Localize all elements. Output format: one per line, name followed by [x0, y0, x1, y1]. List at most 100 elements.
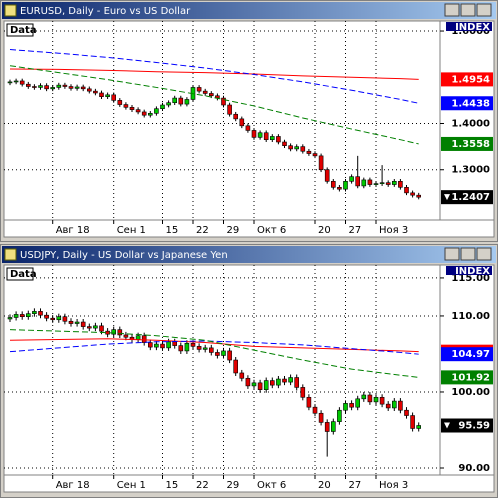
candle-body	[202, 347, 208, 350]
candle-body	[306, 150, 312, 154]
candle-body	[391, 181, 397, 185]
candle-body	[117, 100, 123, 105]
price-label: 101.92	[451, 372, 490, 383]
candle-body	[184, 99, 190, 105]
x-tick-label: 29	[227, 225, 240, 236]
candle-body	[93, 325, 98, 329]
candle-body	[416, 425, 422, 429]
candle-body	[404, 187, 409, 194]
candle-body	[135, 335, 141, 340]
window-button[interactable]	[476, 247, 492, 261]
candle-body	[245, 377, 251, 387]
window-button[interactable]	[460, 3, 476, 17]
candle-body	[111, 329, 116, 335]
window-button[interactable]	[476, 3, 492, 17]
candle-body	[19, 314, 25, 318]
candle-body	[373, 396, 379, 403]
candle-body	[294, 146, 300, 150]
candle-body	[245, 125, 251, 131]
candle-body	[330, 181, 336, 188]
window-icon	[4, 4, 17, 17]
candle-body	[148, 113, 153, 116]
window-button[interactable]	[444, 3, 460, 17]
x-tick-label: Окт 6	[257, 225, 286, 236]
candle-body	[324, 169, 330, 182]
candle-body	[44, 314, 49, 319]
candle-body	[385, 182, 391, 185]
x-tick-label: Сен 1	[117, 225, 146, 236]
x-tick-label: Авг 18	[56, 480, 90, 491]
candle-body	[166, 341, 171, 349]
candle-body	[50, 87, 56, 90]
candle-body	[385, 403, 391, 409]
candle-body	[19, 80, 25, 85]
candle-body	[318, 412, 324, 423]
candle-body	[251, 382, 257, 387]
candle-body	[349, 176, 354, 182]
candle-body	[276, 378, 281, 386]
title-bar	[2, 2, 496, 19]
candle-body	[398, 181, 403, 188]
candle-body	[123, 104, 129, 108]
candle-body	[221, 97, 226, 106]
candle-body	[288, 377, 293, 383]
window-button[interactable]	[460, 247, 476, 261]
candle-body	[269, 380, 275, 386]
candle-body	[68, 86, 74, 89]
candle-body	[239, 118, 245, 127]
x-tick-label: 22	[196, 225, 209, 236]
candle-body	[148, 342, 153, 348]
candle-body	[62, 316, 68, 322]
candle-body	[227, 350, 232, 361]
candle-body	[367, 394, 373, 403]
candle-body	[7, 317, 13, 320]
x-tick-label: 22	[196, 480, 209, 491]
title-bar	[2, 246, 496, 263]
candle-body	[337, 409, 342, 422]
candle-body	[111, 94, 116, 101]
index-label: INDEX	[455, 266, 490, 277]
price-label: 1.3558	[451, 139, 490, 150]
candle-body	[209, 93, 214, 97]
candle-body	[379, 182, 385, 184]
candle-body	[294, 377, 300, 388]
candle-body	[172, 341, 177, 346]
price-label: 1.2407	[451, 192, 490, 203]
candle-body	[7, 81, 13, 84]
candle-body	[190, 343, 196, 347]
candle-body	[269, 136, 275, 140]
plot-area	[3, 264, 441, 476]
moving-average	[9, 65, 419, 145]
x-tick-label: 15	[166, 480, 179, 491]
x-tick-label: 20	[318, 480, 331, 491]
window-icon	[4, 248, 17, 261]
candle-body	[361, 179, 367, 187]
candle-body	[355, 398, 361, 408]
y-tick-label: 110.00	[451, 311, 490, 322]
plot-area	[3, 20, 441, 221]
candle-body	[93, 90, 98, 94]
y-tick-label: 115.00	[451, 273, 490, 284]
candle-body	[391, 400, 397, 409]
price-label-box	[441, 72, 493, 87]
window-button[interactable]	[444, 247, 460, 261]
price-label: 1.4438	[451, 98, 490, 109]
price-label-box	[441, 418, 493, 433]
price-label-box	[441, 190, 493, 205]
candle-body	[50, 317, 56, 321]
candle-body	[141, 335, 147, 343]
price-marker	[444, 422, 450, 429]
candle-body	[410, 415, 415, 429]
candle-body	[87, 326, 92, 329]
candle-body	[263, 380, 269, 390]
moving-average	[9, 68, 419, 80]
candle-body	[32, 311, 37, 314]
moving-average	[9, 340, 419, 355]
candle-body	[160, 104, 165, 110]
price-label-box	[441, 136, 493, 151]
candle-body	[410, 192, 415, 196]
candle-body	[13, 314, 19, 318]
candle-body	[239, 372, 245, 379]
candle-body	[13, 80, 19, 83]
